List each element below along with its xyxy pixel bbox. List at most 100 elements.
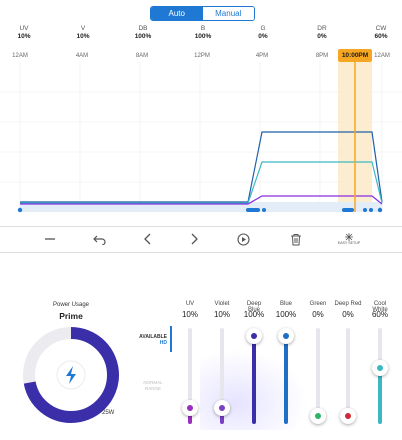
chevron-left-icon <box>144 233 151 245</box>
channel-cw: CW 60% <box>366 25 396 41</box>
cool-white-slider-fill <box>378 368 382 424</box>
violet-slider-fill <box>220 408 224 424</box>
deep-blue-slider-value: 100% <box>243 310 265 319</box>
channel-value: 10% <box>17 33 31 40</box>
available-label: AVAILABLE <box>139 334 167 340</box>
divider <box>0 226 402 227</box>
blue-slider-value: 100% <box>275 310 297 319</box>
channel-value: 100% <box>134 33 152 40</box>
power-watts: 25W <box>102 410 115 416</box>
time-label: 8PM <box>315 53 329 59</box>
uv-curve <box>20 195 383 205</box>
deep-blue-slider-handle[interactable] <box>246 328 262 344</box>
normal-range-label: NORMAL RANGE <box>143 380 163 391</box>
easy-setup-label: EASY SETUP <box>337 241 361 245</box>
channel-v: V 10% <box>68 25 98 41</box>
current-time-badge: 10:00PM <box>338 49 372 62</box>
channel-value: 100% <box>194 33 212 40</box>
play-circle-icon <box>236 232 250 246</box>
power-usage-title: Power Usage <box>52 302 90 308</box>
power-ring <box>23 327 119 423</box>
blue-slider-handle[interactable] <box>278 328 294 344</box>
easy-setup-icon <box>345 233 353 241</box>
lightning-icon <box>66 366 76 384</box>
time-label: 4AM <box>75 53 89 59</box>
channel-uv: UV 10% <box>9 25 39 41</box>
uv-slider-handle[interactable] <box>182 400 198 416</box>
time-label: 4PM <box>255 53 269 59</box>
deep-red-slider-handle[interactable] <box>340 408 356 424</box>
channel-name: DB <box>138 25 148 32</box>
manual-mode-button[interactable]: Manual <box>202 7 254 20</box>
available-range-marker <box>170 326 172 352</box>
time-label: 8AM <box>135 53 149 59</box>
spectrum-glow <box>200 340 320 430</box>
channel-dr: DR 0% <box>307 25 337 41</box>
deep-red-slider-value: 0% <box>342 310 354 319</box>
green-slider-handle[interactable] <box>310 408 326 424</box>
channel-name: DR <box>317 25 327 32</box>
violet-slider-handle[interactable] <box>214 400 230 416</box>
divider <box>0 252 402 253</box>
deep-red-slider[interactable] <box>340 328 356 424</box>
chevron-right-icon <box>191 233 198 245</box>
channel-value: 0% <box>258 33 268 40</box>
channel-name: V <box>80 25 86 32</box>
cool-white-slider[interactable] <box>372 328 388 424</box>
channel-name: CW <box>375 25 387 32</box>
deep-blue-slider[interactable] <box>246 328 262 424</box>
deep-blue-slider-fill <box>252 336 256 424</box>
easy-setup-button[interactable]: EASY SETUP <box>336 230 362 248</box>
channel-name: B <box>200 25 206 32</box>
deep-blue-slider-label: Deep Blue <box>246 301 262 313</box>
channel-b: B 100% <box>188 25 218 41</box>
available-hd-label: AVAILABLE HD <box>133 334 167 346</box>
mode-toggle: Auto Manual <box>150 6 255 21</box>
cool-white-slider-label: Cool White <box>372 301 388 313</box>
green-slider-value: 0% <box>312 310 324 319</box>
uv-slider-label: UV <box>185 301 195 307</box>
violet-slider-label: Violet <box>214 301 230 307</box>
minus-icon <box>45 238 55 240</box>
play-button[interactable] <box>233 230 253 248</box>
blue-slider[interactable] <box>278 328 294 424</box>
deep-red-slider-label: Deep Red <box>334 301 362 307</box>
green-slider[interactable] <box>310 328 326 424</box>
undo-button[interactable] <box>90 230 110 248</box>
baseline-band <box>20 202 382 212</box>
green-slider-label: Green <box>309 301 327 307</box>
channel-name: G <box>260 25 266 32</box>
blue-curve <box>20 131 383 203</box>
hd-label: HD <box>159 340 167 346</box>
time-label: 12AM <box>374 53 390 59</box>
uv-slider-value: 10% <box>181 310 198 319</box>
cool-white-curve <box>20 161 383 204</box>
channel-value: 0% <box>317 33 327 40</box>
channel-name: UV <box>19 25 29 32</box>
violet-slider[interactable] <box>214 328 230 424</box>
next-button[interactable] <box>184 230 204 248</box>
blue-slider-label: Blue <box>279 301 292 307</box>
uv-slider-fill <box>188 408 192 424</box>
violet-slider-value: 10% <box>213 310 230 319</box>
time-label: 12PM <box>194 53 210 59</box>
schedule-markers <box>17 207 383 213</box>
undo-icon <box>93 235 106 245</box>
channel-g: G 0% <box>248 25 278 41</box>
power-usage-gauge <box>23 327 119 423</box>
cool-white-slider-handle[interactable] <box>372 360 388 376</box>
previous-button[interactable] <box>138 230 158 248</box>
auto-mode-button[interactable]: Auto <box>151 7 203 20</box>
minus-button[interactable] <box>40 230 60 248</box>
delete-button[interactable] <box>286 230 306 248</box>
trash-icon <box>291 233 301 245</box>
schedule-graph[interactable] <box>0 62 402 220</box>
channel-value: 60% <box>374 33 388 40</box>
channel-value: 10% <box>76 33 90 40</box>
uv-slider[interactable] <box>182 328 198 424</box>
blue-slider-fill <box>284 336 288 424</box>
channel-db: DB 100% <box>128 25 158 41</box>
cool-white-slider-value: 60% <box>371 310 388 319</box>
time-label: 12AM <box>12 53 28 59</box>
power-mode: Prime <box>59 311 83 321</box>
